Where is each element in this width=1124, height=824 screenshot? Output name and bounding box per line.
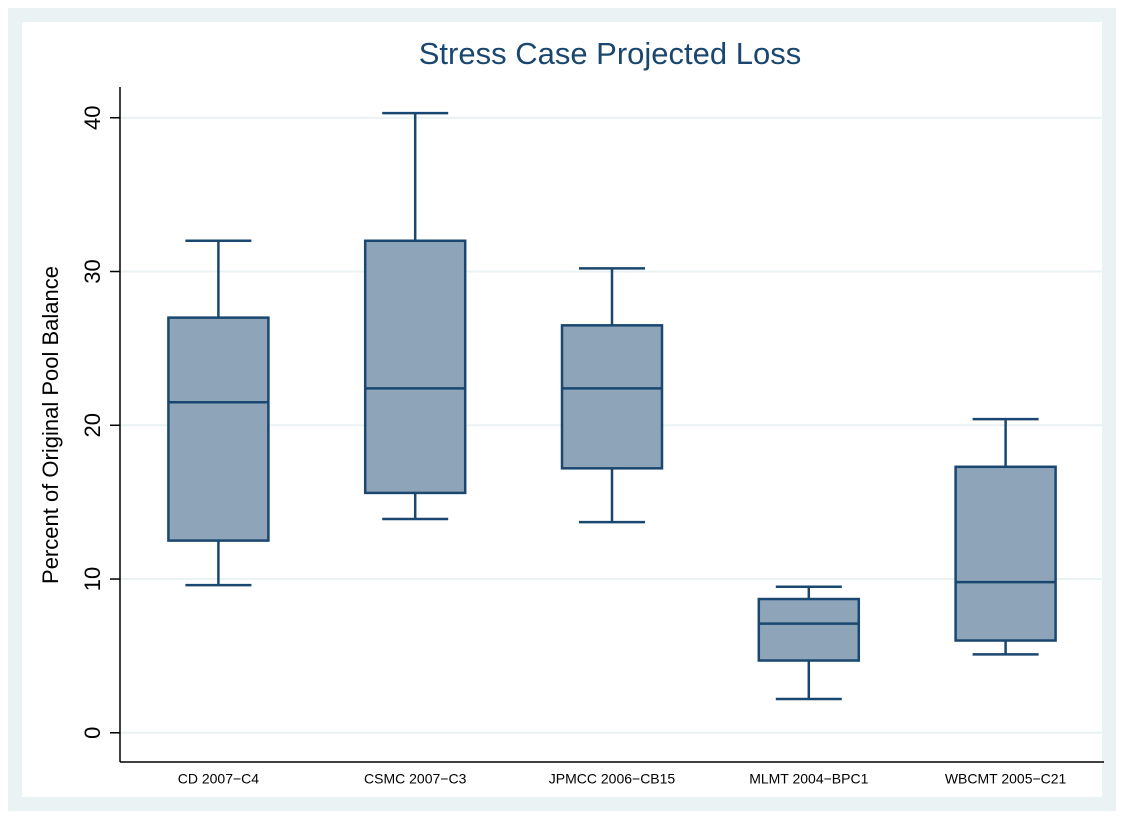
x-tick-label: WBCMT 2005−C21 — [945, 771, 1067, 787]
x-tick-label: CSMC 2007−C3 — [364, 771, 467, 787]
box — [757, 597, 861, 662]
chart-title: Stress Case Projected Loss — [419, 36, 802, 71]
x-tick-label: JPMCC 2006−CB15 — [549, 771, 676, 787]
box — [363, 239, 467, 495]
x-tick-label: MLMT 2004−BPC1 — [749, 771, 868, 787]
y-tick-label: 0 — [80, 727, 105, 739]
y-tick-label: 30 — [80, 259, 105, 283]
y-tick-label: 20 — [80, 413, 105, 437]
y-tick-label: 10 — [80, 567, 105, 591]
box — [167, 316, 270, 542]
box — [560, 324, 664, 470]
box — [954, 465, 1057, 642]
x-tick-label: CD 2007−C4 — [178, 771, 260, 787]
y-axis-label: Percent of Original Pool Balance — [38, 266, 63, 584]
y-tick-label: 40 — [80, 106, 105, 130]
